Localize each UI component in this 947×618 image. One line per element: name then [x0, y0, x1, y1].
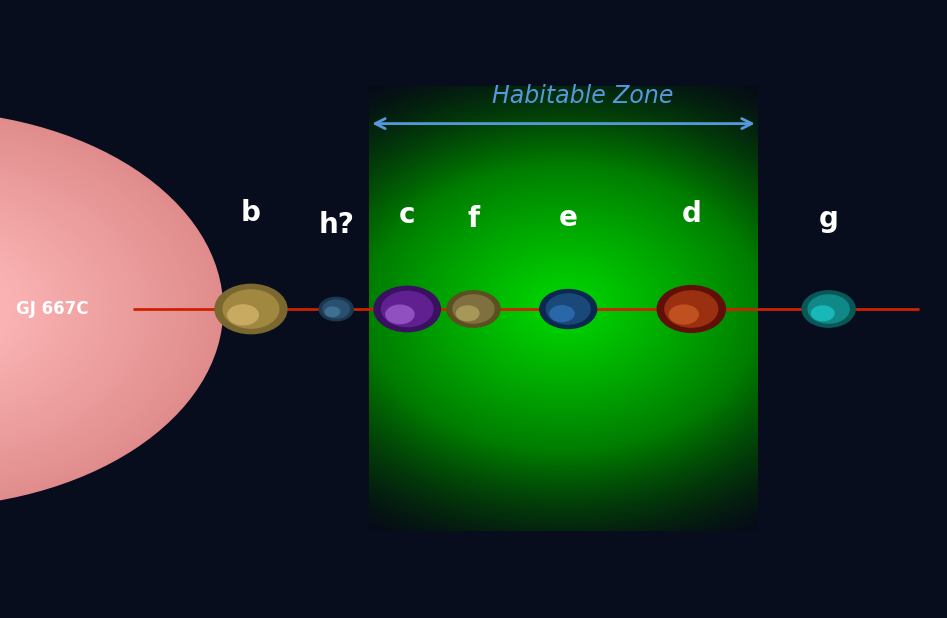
Circle shape [0, 169, 134, 449]
Text: b: b [241, 199, 260, 227]
Circle shape [0, 175, 125, 443]
Circle shape [0, 190, 102, 428]
Circle shape [0, 150, 164, 468]
Circle shape [0, 182, 115, 436]
Circle shape [0, 124, 203, 494]
Circle shape [0, 237, 30, 381]
Circle shape [0, 179, 118, 439]
Circle shape [0, 209, 73, 409]
Circle shape [0, 252, 8, 366]
Ellipse shape [227, 305, 259, 325]
Ellipse shape [670, 305, 698, 324]
Text: h?: h? [318, 211, 354, 239]
Circle shape [0, 218, 60, 400]
Circle shape [0, 158, 151, 460]
Circle shape [0, 117, 213, 501]
Ellipse shape [385, 305, 414, 324]
Ellipse shape [453, 295, 494, 323]
Circle shape [0, 120, 209, 498]
Circle shape [0, 241, 24, 377]
Circle shape [0, 194, 96, 424]
Ellipse shape [456, 306, 479, 321]
Circle shape [0, 160, 148, 458]
Ellipse shape [540, 289, 597, 329]
Ellipse shape [447, 291, 500, 327]
Circle shape [0, 171, 132, 447]
Circle shape [0, 231, 40, 387]
Text: f: f [468, 205, 479, 233]
Circle shape [0, 250, 10, 368]
Circle shape [0, 197, 92, 421]
Circle shape [0, 239, 27, 379]
Circle shape [0, 198, 89, 420]
Circle shape [0, 143, 173, 475]
Text: c: c [399, 201, 416, 229]
Ellipse shape [319, 297, 353, 321]
Circle shape [0, 139, 180, 479]
Circle shape [0, 137, 184, 481]
Circle shape [0, 111, 223, 507]
Circle shape [0, 226, 46, 392]
Circle shape [0, 211, 69, 407]
Circle shape [0, 156, 154, 462]
Circle shape [0, 220, 56, 398]
Circle shape [0, 177, 121, 441]
Circle shape [0, 224, 50, 394]
Circle shape [0, 232, 37, 386]
Circle shape [0, 213, 66, 405]
Circle shape [0, 203, 82, 415]
Ellipse shape [802, 291, 855, 327]
Circle shape [0, 188, 105, 430]
Circle shape [0, 151, 161, 467]
Ellipse shape [382, 292, 433, 326]
Ellipse shape [325, 307, 340, 316]
Circle shape [0, 205, 80, 413]
Circle shape [0, 192, 98, 426]
Circle shape [0, 135, 187, 483]
Ellipse shape [374, 286, 440, 332]
Circle shape [0, 207, 76, 411]
Circle shape [0, 173, 128, 445]
Text: g: g [819, 205, 838, 233]
Circle shape [0, 167, 137, 451]
Circle shape [0, 148, 167, 470]
Circle shape [0, 184, 112, 434]
Ellipse shape [808, 295, 849, 323]
Text: GJ 667C: GJ 667C [16, 300, 88, 318]
Ellipse shape [665, 291, 718, 327]
Circle shape [0, 245, 17, 373]
Circle shape [0, 129, 196, 489]
Ellipse shape [812, 306, 834, 321]
Text: Habitable Zone: Habitable Zone [491, 84, 673, 108]
Circle shape [0, 222, 53, 396]
Circle shape [0, 116, 216, 502]
Ellipse shape [546, 294, 590, 324]
Circle shape [0, 228, 44, 390]
Circle shape [0, 132, 190, 486]
Ellipse shape [215, 284, 287, 334]
Circle shape [0, 145, 170, 473]
Circle shape [0, 130, 193, 488]
Circle shape [0, 254, 4, 364]
Text: e: e [559, 204, 578, 232]
Circle shape [0, 164, 141, 454]
Ellipse shape [550, 306, 574, 321]
Circle shape [0, 201, 85, 417]
Circle shape [0, 141, 177, 477]
Circle shape [0, 216, 63, 402]
Circle shape [0, 235, 33, 383]
Circle shape [0, 126, 200, 492]
Circle shape [0, 243, 21, 375]
Circle shape [0, 247, 14, 371]
Ellipse shape [223, 290, 278, 328]
Text: d: d [682, 200, 701, 228]
Ellipse shape [657, 286, 725, 332]
Circle shape [0, 113, 220, 505]
Circle shape [0, 122, 206, 496]
Circle shape [0, 163, 144, 455]
Circle shape [0, 154, 157, 464]
Circle shape [0, 186, 108, 432]
Ellipse shape [323, 300, 349, 318]
